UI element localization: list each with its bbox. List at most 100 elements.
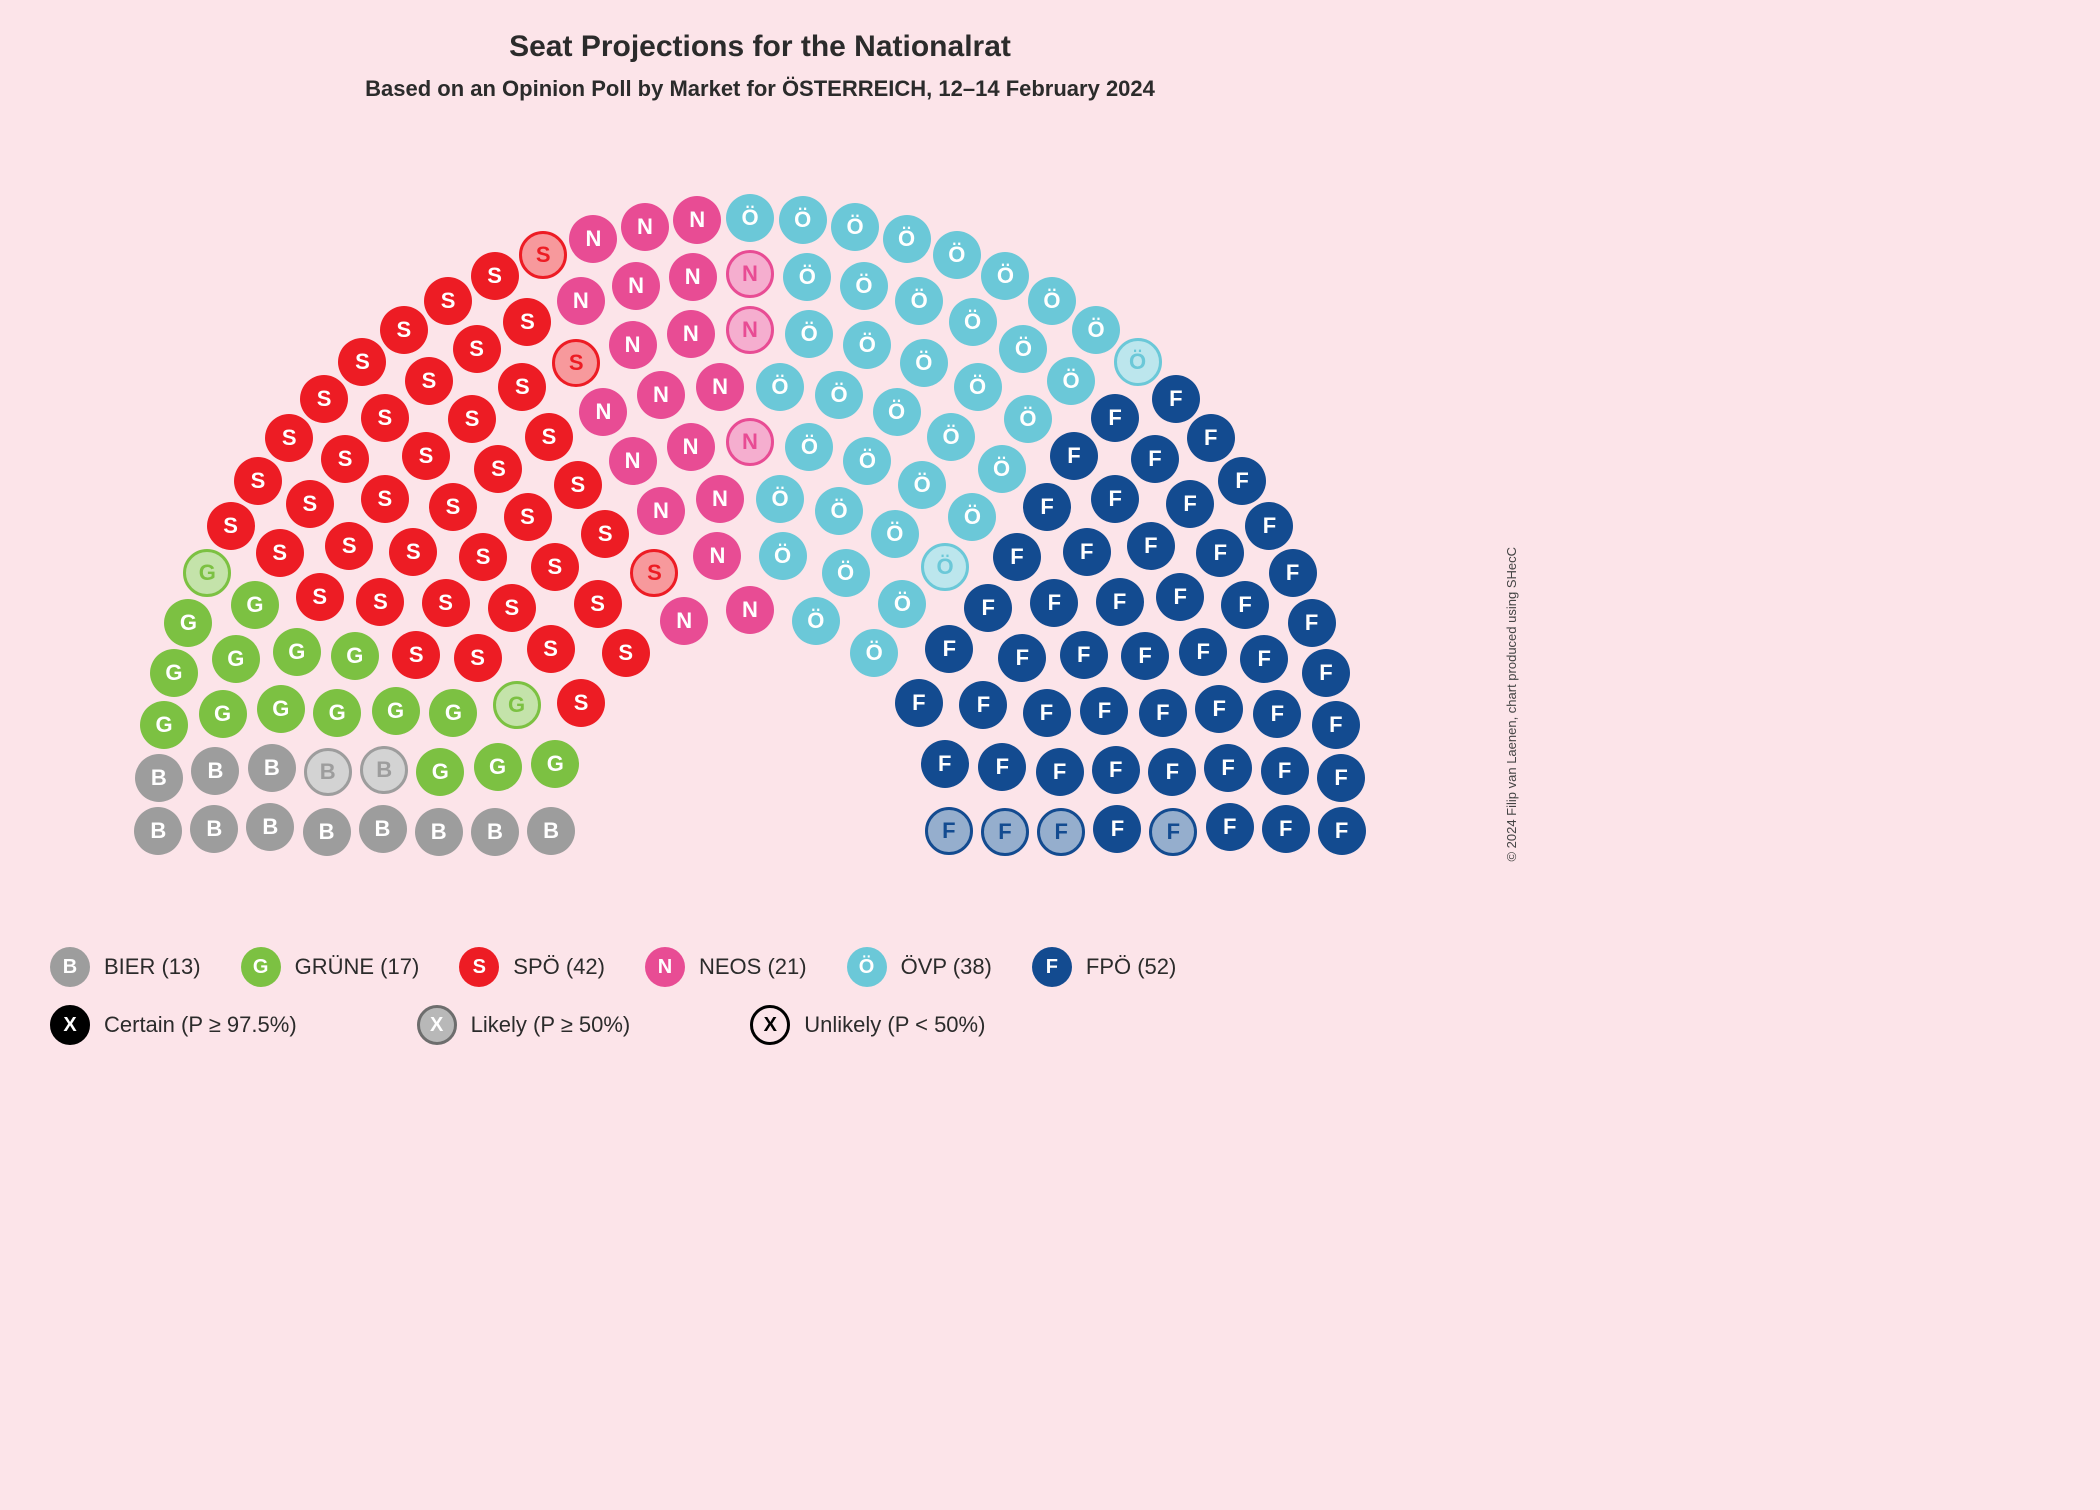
seat: Ö: [948, 493, 996, 541]
seat: N: [667, 310, 715, 358]
seat: F: [1091, 394, 1139, 442]
legend-dot: G: [241, 947, 281, 987]
legend-dot: X: [50, 1005, 90, 1045]
seat: B: [304, 748, 352, 796]
seat: S: [488, 584, 536, 632]
seat: Ö: [1047, 357, 1095, 405]
seat: S: [321, 435, 369, 483]
seat: S: [525, 413, 573, 461]
seat: S: [424, 277, 472, 325]
seat: F: [1221, 581, 1269, 629]
legend-item: SSPÖ (42): [459, 947, 605, 987]
seat: S: [531, 543, 579, 591]
legend-item: XCertain (P ≥ 97.5%): [50, 1005, 297, 1045]
seat: S: [361, 394, 409, 442]
seat: Ö: [954, 363, 1002, 411]
seat: B: [248, 744, 296, 792]
legend-label: Unlikely (P < 50%): [804, 1012, 985, 1038]
seat: G: [331, 632, 379, 680]
seat: Ö: [900, 339, 948, 387]
legend-dot: X: [417, 1005, 457, 1045]
seat: N: [696, 363, 744, 411]
seat: G: [273, 628, 321, 676]
seat: Ö: [843, 321, 891, 369]
seat: Ö: [895, 277, 943, 325]
seat: B: [191, 747, 239, 795]
legend-dot: B: [50, 947, 90, 987]
seat: S: [459, 533, 507, 581]
seat: N: [693, 532, 741, 580]
legend-item: XLikely (P ≥ 50%): [417, 1005, 631, 1045]
seat: S: [527, 625, 575, 673]
seat: Ö: [785, 423, 833, 471]
legend-label: BIER (13): [104, 954, 201, 980]
seat: F: [1096, 578, 1144, 626]
seat: F: [1206, 803, 1254, 851]
hemicycle-chart: BBBBBBBBBBBBBGGGGGGGGGGGGGGGGGSSSSSSSSSS…: [40, 120, 1460, 903]
seat: Ö: [759, 532, 807, 580]
seat: G: [313, 689, 361, 737]
seat: S: [554, 461, 602, 509]
seat: Ö: [792, 597, 840, 645]
legend-item: GGRÜNE (17): [241, 947, 420, 987]
seat: N: [726, 586, 774, 634]
seat: B: [527, 807, 575, 855]
legend-item: ÖÖVP (38): [847, 947, 992, 987]
seat: G: [474, 743, 522, 791]
seat: B: [246, 803, 294, 851]
seat: F: [1253, 690, 1301, 738]
seat: Ö: [779, 196, 827, 244]
seat: S: [389, 528, 437, 576]
chart-subtitle: Based on an Opinion Poll by Market for Ö…: [0, 76, 1520, 102]
seat: Ö: [850, 629, 898, 677]
seat: S: [422, 579, 470, 627]
seat: F: [1218, 457, 1266, 505]
seat: Ö: [756, 475, 804, 523]
seat: F: [1166, 480, 1214, 528]
seat: S: [504, 493, 552, 541]
seat: G: [231, 581, 279, 629]
seat: F: [1269, 549, 1317, 597]
seat: G: [140, 701, 188, 749]
seat: N: [609, 437, 657, 485]
seat: Ö: [949, 298, 997, 346]
seat: S: [234, 457, 282, 505]
seat: G: [212, 635, 260, 683]
seat: S: [448, 395, 496, 443]
seat: S: [405, 357, 453, 405]
seat: N: [660, 597, 708, 645]
seat: F: [1288, 599, 1336, 647]
seat: Ö: [822, 549, 870, 597]
seat: Ö: [843, 437, 891, 485]
page: Seat Projections for the Nationalrat Bas…: [0, 0, 1520, 1093]
seat: G: [416, 748, 464, 796]
seat: Ö: [978, 445, 1026, 493]
seat: S: [207, 502, 255, 550]
seat: F: [1092, 746, 1140, 794]
seat: Ö: [873, 388, 921, 436]
seat: S: [471, 252, 519, 300]
seat: S: [338, 338, 386, 386]
seat: Ö: [921, 543, 969, 591]
seat: S: [286, 480, 334, 528]
seat: Ö: [726, 194, 774, 242]
seat: S: [429, 483, 477, 531]
legend-item: B BIER (13): [50, 947, 201, 987]
legend-label: NEOS (21): [699, 954, 807, 980]
seat: F: [1302, 649, 1350, 697]
seat: G: [493, 681, 541, 729]
seat: F: [1037, 808, 1085, 856]
seat: F: [1131, 435, 1179, 483]
seat: F: [1121, 632, 1169, 680]
seat: N: [726, 306, 774, 354]
seat: N: [696, 475, 744, 523]
legend-dot: N: [645, 947, 685, 987]
seat: Ö: [898, 461, 946, 509]
seat: S: [265, 414, 313, 462]
probability-legend-row: XCertain (P ≥ 97.5%)XLikely (P ≥ 50%)XUn…: [50, 1005, 1470, 1045]
seat: Ö: [933, 231, 981, 279]
seat: N: [726, 250, 774, 298]
seat: Ö: [840, 262, 888, 310]
seat: Ö: [999, 325, 1047, 373]
seat: S: [300, 375, 348, 423]
